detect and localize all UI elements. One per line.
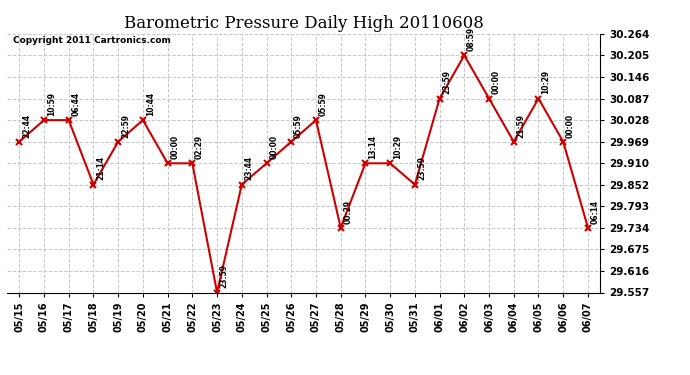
Text: 23:59: 23:59 [417, 156, 426, 180]
Text: 23:44: 23:44 [244, 156, 253, 180]
Text: 10:29: 10:29 [541, 70, 550, 94]
Text: 10:29: 10:29 [393, 135, 402, 159]
Text: 02:29: 02:29 [195, 135, 204, 159]
Text: Copyright 2011 Cartronics.com: Copyright 2011 Cartronics.com [13, 36, 170, 45]
Text: 23:59: 23:59 [220, 264, 229, 288]
Text: 00:00: 00:00 [269, 135, 278, 159]
Text: 10:44: 10:44 [146, 92, 155, 116]
Text: 08:59: 08:59 [467, 27, 476, 51]
Text: 21:14: 21:14 [96, 156, 105, 180]
Text: 05:59: 05:59 [319, 92, 328, 116]
Text: 06:14: 06:14 [591, 200, 600, 223]
Text: 00:00: 00:00 [492, 70, 501, 94]
Text: 13:14: 13:14 [368, 135, 377, 159]
Text: 21:59: 21:59 [517, 114, 526, 138]
Text: 00:00: 00:00 [170, 135, 179, 159]
Text: 22:59: 22:59 [121, 114, 130, 138]
Text: 23:59: 23:59 [442, 70, 451, 94]
Text: 00:00: 00:00 [566, 113, 575, 138]
Text: 00:29: 00:29 [344, 200, 353, 223]
Text: 10:59: 10:59 [47, 92, 56, 116]
Text: 05:59: 05:59 [294, 114, 303, 138]
Title: Barometric Pressure Daily High 20110608: Barometric Pressure Daily High 20110608 [124, 15, 484, 32]
Text: 22:44: 22:44 [22, 113, 31, 138]
Text: 06:44: 06:44 [72, 92, 81, 116]
